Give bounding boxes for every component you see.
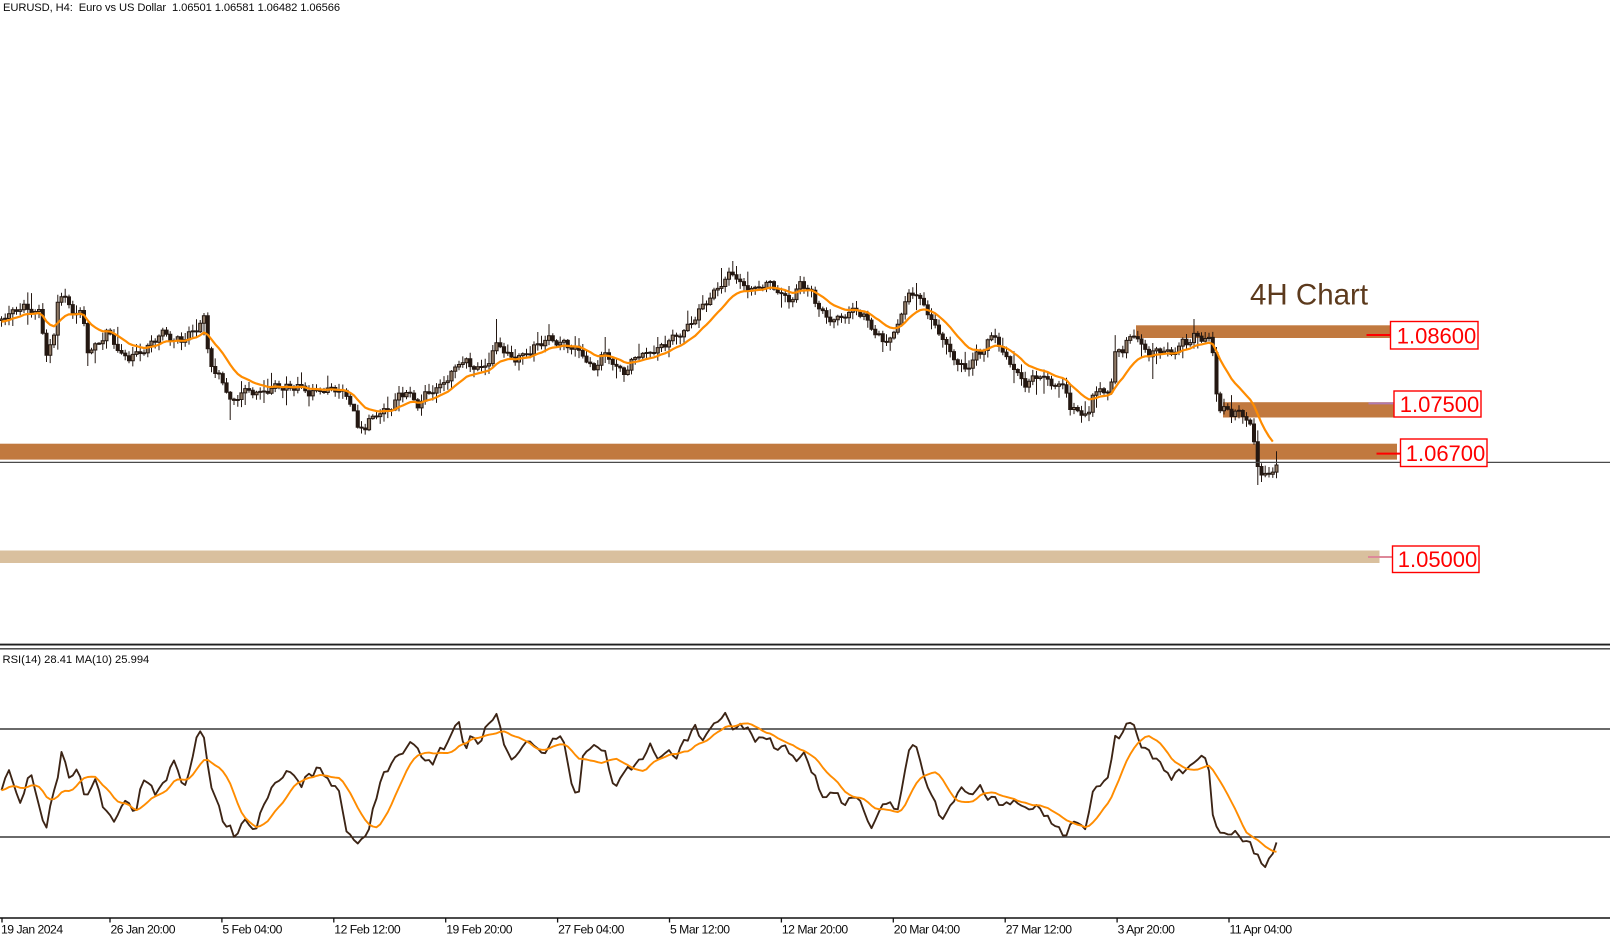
svg-text:27 Feb 04:00: 27 Feb 04:00	[558, 923, 625, 937]
svg-text:EURUSD, H4: Euro vs US Dollar: EURUSD, H4: Euro vs US Dollar 1.06501 1.…	[3, 2, 340, 14]
svg-text:11 Apr 04:00: 11 Apr 04:00	[1230, 923, 1293, 937]
svg-text:26 Jan 20:00: 26 Jan 20:00	[111, 923, 176, 937]
svg-text:20 Mar 04:00: 20 Mar 04:00	[894, 923, 961, 937]
svg-text:12 Feb 12:00: 12 Feb 12:00	[334, 923, 401, 937]
svg-text:RSI(14) 28.41 MA(10) 25.994: RSI(14) 28.41 MA(10) 25.994	[3, 654, 150, 666]
svg-text:3 Apr 20:00: 3 Apr 20:00	[1118, 923, 1176, 937]
svg-text:27 Mar 12:00: 27 Mar 12:00	[1006, 923, 1073, 937]
svg-text:12 Mar 20:00: 12 Mar 20:00	[782, 923, 849, 937]
svg-text:1.08600: 1.08600	[1397, 324, 1477, 349]
svg-text:19 Feb 20:00: 19 Feb 20:00	[446, 923, 513, 937]
svg-text:1.07500: 1.07500	[1400, 392, 1480, 417]
svg-text:5 Mar 12:00: 5 Mar 12:00	[670, 923, 730, 937]
svg-text:1.05000: 1.05000	[1398, 547, 1478, 572]
svg-text:5 Feb 04:00: 5 Feb 04:00	[222, 923, 282, 937]
svg-text:4H Chart: 4H Chart	[1250, 279, 1368, 312]
svg-text:1.06700: 1.06700	[1406, 441, 1486, 466]
svg-text:19 Jan 2024: 19 Jan 2024	[1, 923, 63, 937]
